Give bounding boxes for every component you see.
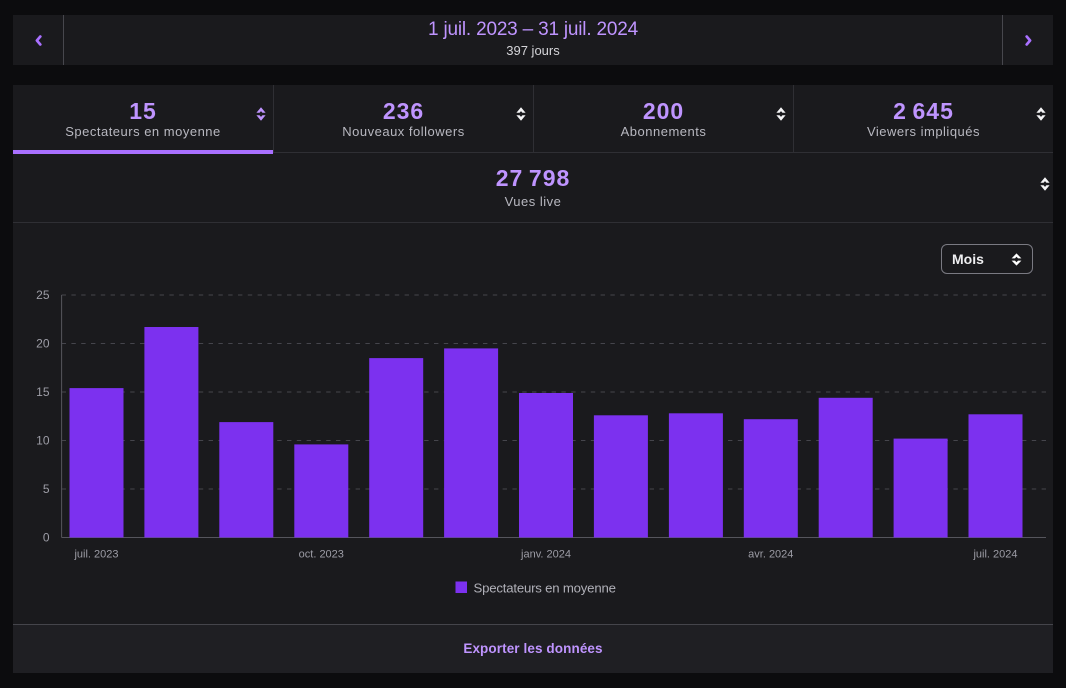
svg-text:oct. 2023: oct. 2023 xyxy=(299,549,344,561)
svg-text:25: 25 xyxy=(36,288,50,302)
svg-text:janv. 2024: janv. 2024 xyxy=(520,549,571,561)
svg-text:avr. 2024: avr. 2024 xyxy=(748,549,793,561)
svg-text:0: 0 xyxy=(43,531,50,545)
svg-text:juil. 2023: juil. 2023 xyxy=(73,549,118,561)
svg-text:Spectateurs en moyenne: Spectateurs en moyenne xyxy=(474,581,616,596)
svg-text:20: 20 xyxy=(36,337,50,351)
svg-text:15: 15 xyxy=(36,385,50,399)
svg-text:5: 5 xyxy=(43,482,50,496)
svg-text:juil. 2024: juil. 2024 xyxy=(972,549,1017,561)
svg-text:10: 10 xyxy=(36,434,50,448)
